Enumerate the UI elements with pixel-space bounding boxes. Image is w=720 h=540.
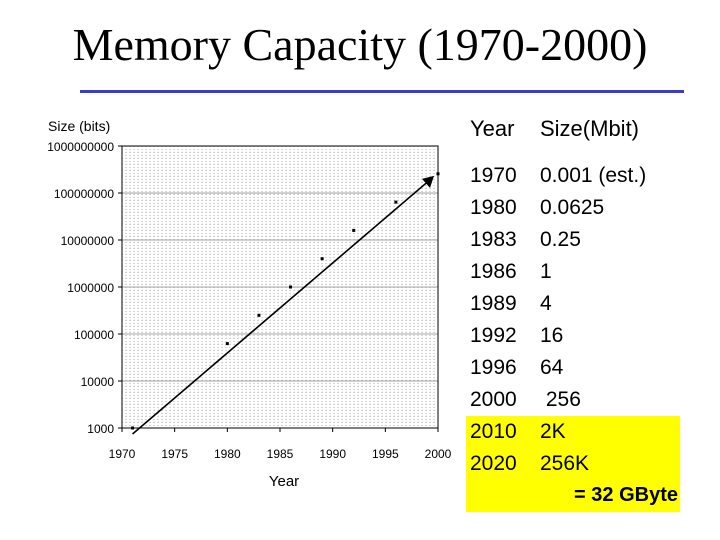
- table-size-7: 256: [540, 388, 581, 411]
- table-size-8: 2K: [540, 420, 566, 443]
- y-tick-label-5: 10000: [81, 375, 115, 389]
- table-year-7: 2000: [470, 388, 517, 411]
- x-tick-label-1: 1975: [161, 447, 188, 461]
- table-header-size: Size(Mbit): [540, 116, 640, 141]
- y-tick-label-1: 100000000: [54, 187, 114, 201]
- trend-arrowhead: [422, 175, 434, 188]
- x-tick-label-2: 1980: [214, 447, 241, 461]
- data-point-7: [436, 172, 440, 176]
- y-tick-label-2: 10000000: [61, 234, 115, 248]
- table-size-5: 16: [540, 324, 564, 347]
- x-tick-label-5: 1995: [372, 447, 399, 461]
- table-size-4: 4: [540, 292, 552, 315]
- x-tick-label-6: 2000: [425, 447, 452, 461]
- y-tick-label-3: 1000000: [67, 281, 114, 295]
- y-tick-label-6: 1000: [87, 422, 114, 436]
- data-point-6: [394, 200, 398, 204]
- page-title: Memory Capacity (1970-2000): [72, 19, 648, 70]
- table-year-8: 2010: [470, 420, 517, 443]
- data-point-4: [320, 257, 324, 261]
- table-size-0: 0.001 (est.): [540, 164, 647, 187]
- table-header-year: Year: [470, 116, 515, 141]
- table-size-1: 0.0625: [540, 196, 605, 219]
- note-32-gbyte: = 32 GByte: [574, 484, 678, 506]
- data-point-1: [225, 342, 229, 346]
- table-year-4: 1989: [470, 292, 517, 315]
- data-point-0: [131, 426, 135, 430]
- x-tick-label-3: 1985: [267, 447, 294, 461]
- y-tick-label-0: 1000000000: [47, 140, 114, 154]
- table-year-5: 1992: [470, 324, 517, 347]
- x-tick-label-0: 1970: [109, 447, 136, 461]
- table-year-2: 1983: [470, 228, 517, 251]
- trend-line: [132, 179, 431, 435]
- x-axis-label: Year: [269, 473, 299, 490]
- highlight-box: [466, 416, 680, 512]
- data-point-3: [289, 285, 293, 289]
- table-size-2: 0.25: [540, 228, 581, 251]
- title-divider: [80, 90, 684, 93]
- table-year-9: 2020: [470, 452, 517, 475]
- table-year-0: 1970: [470, 164, 517, 187]
- x-tick-label-4: 1990: [319, 447, 346, 461]
- data-point-2: [257, 313, 261, 317]
- table-size-3: 1: [540, 260, 552, 283]
- table-size-9: 256K: [540, 452, 590, 475]
- table-year-6: 1996: [470, 356, 517, 379]
- table-year-3: 1986: [470, 260, 517, 283]
- memory-capacity-chart: 1000000000 100000000 10000000 1000000 100000…: [47, 118, 452, 490]
- table-year-1: 1980: [470, 196, 517, 219]
- y-axis-label: Size (bits): [48, 118, 110, 134]
- data-point-5: [352, 228, 356, 232]
- table-size-6: 64: [540, 356, 564, 379]
- y-tick-label-4: 100000: [74, 328, 114, 342]
